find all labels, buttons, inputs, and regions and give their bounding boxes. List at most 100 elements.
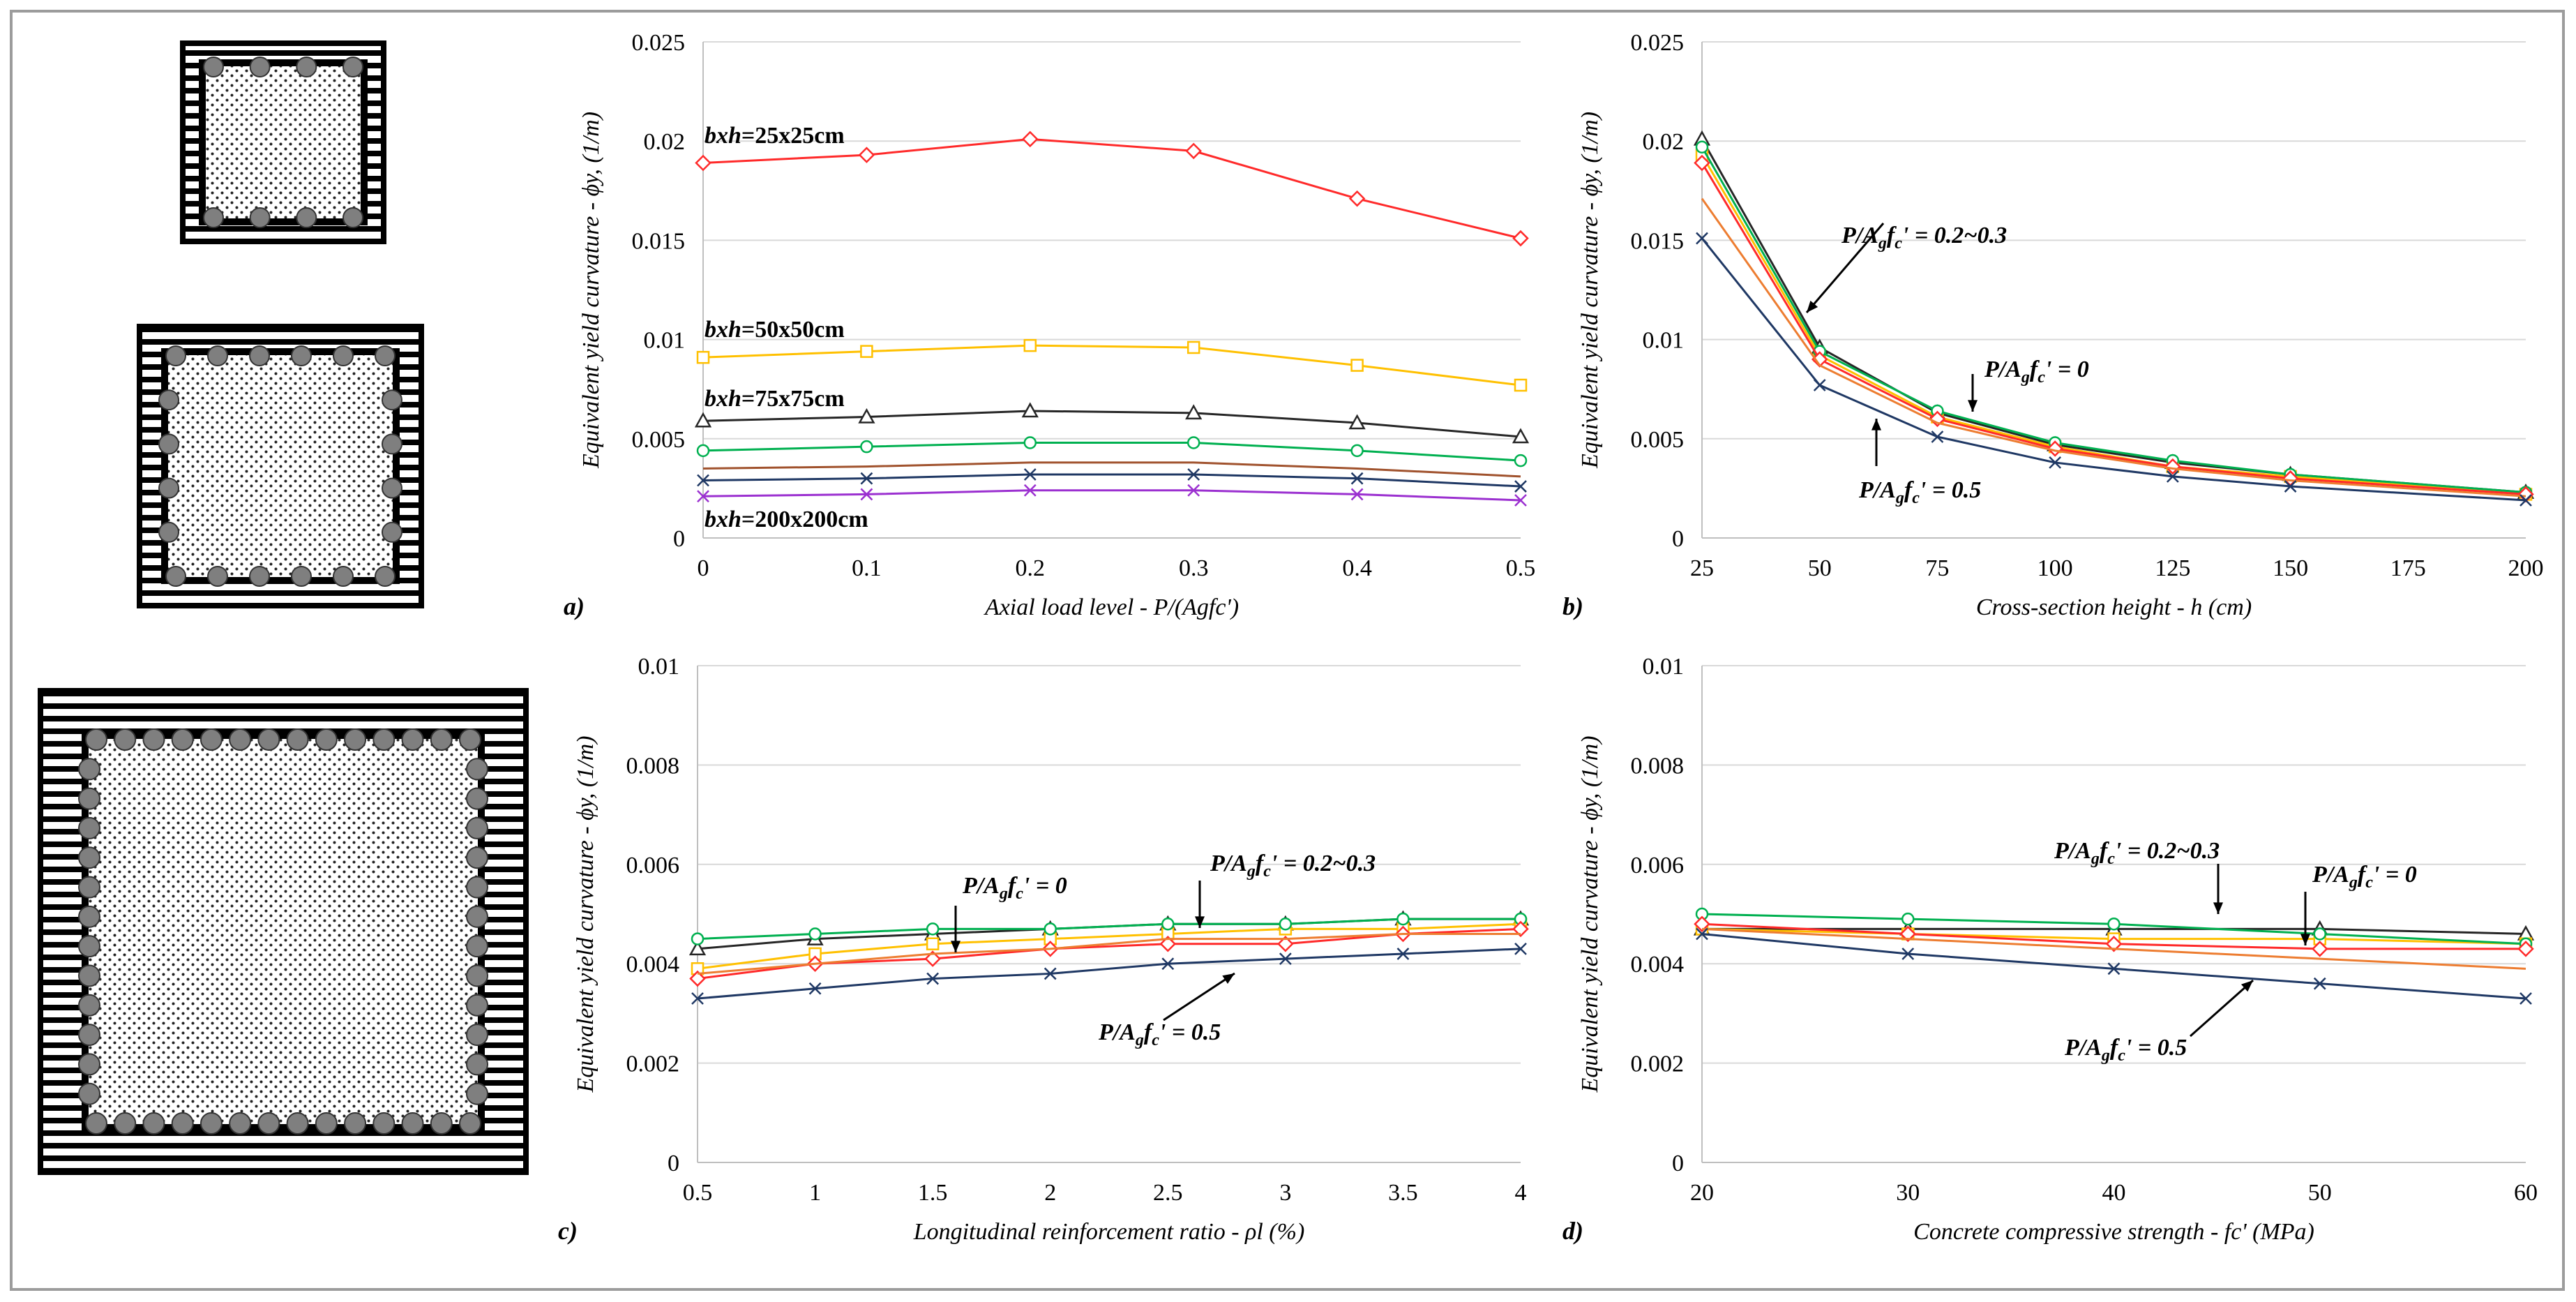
y-axis-label: Equivalent yield curvature - ϕy, (1/m) xyxy=(1577,112,1603,469)
data-point xyxy=(1695,140,1709,154)
panel-label: b) xyxy=(1562,592,1583,620)
data-point xyxy=(2107,917,2121,931)
data-point xyxy=(1813,379,1826,391)
rebar-right xyxy=(466,905,488,928)
data-point xyxy=(1185,404,1203,420)
rebar-right xyxy=(382,521,402,543)
rebar-left xyxy=(158,389,179,411)
series-line xyxy=(702,410,1521,438)
data-point xyxy=(1161,957,1175,971)
x-tick-label: 0.5 xyxy=(683,1180,713,1206)
x-tick-label: 20 xyxy=(1690,1180,1714,1206)
annotation-label: P/Agfc' = 0 xyxy=(962,873,1067,903)
rebar-top xyxy=(430,728,453,751)
x-tick-label: 2.5 xyxy=(1153,1180,1183,1206)
rebar-left xyxy=(78,905,100,928)
rebar-top xyxy=(291,345,312,366)
arrow-head xyxy=(2240,980,2253,992)
panel-label: d) xyxy=(1562,1217,1583,1245)
rebar-top xyxy=(199,728,223,751)
data-point xyxy=(1696,232,1708,245)
data-point xyxy=(1023,436,1037,449)
rebar-bottom xyxy=(291,566,312,587)
series-line xyxy=(1701,197,2526,497)
series xyxy=(697,468,1527,493)
series xyxy=(1696,927,2532,1005)
data-point xyxy=(924,950,941,967)
x-tick-label: 50 xyxy=(1808,555,1832,581)
annotation-label: bxh=50x50cm xyxy=(705,317,845,343)
data-point xyxy=(1696,927,1708,941)
rebar-top xyxy=(372,728,396,751)
y-tick-label: 0.004 xyxy=(626,952,680,978)
data-point xyxy=(2164,458,2181,475)
series xyxy=(696,436,1528,467)
rebar-bottom xyxy=(333,566,354,587)
data-point xyxy=(1044,967,1057,980)
y-tick-label: 0.015 xyxy=(1631,228,1685,254)
data-point xyxy=(2517,941,2534,957)
y-tick-label: 0.015 xyxy=(632,228,686,254)
series xyxy=(691,942,1527,1005)
annotation-arrow xyxy=(1805,223,1885,313)
series xyxy=(691,912,1528,945)
arrow-head xyxy=(1871,419,1882,431)
x-tick-label: 60 xyxy=(2514,1180,2538,1206)
data-point xyxy=(1396,948,1410,960)
x-tick-label: 0 xyxy=(698,555,709,581)
data-point xyxy=(1350,488,1364,501)
y-tick-label: 0.01 xyxy=(1643,328,1685,354)
data-point xyxy=(1929,410,1946,428)
data-point xyxy=(1187,468,1200,481)
x-tick-label: 75 xyxy=(1925,555,1949,581)
rebar-top xyxy=(257,728,280,751)
rebar-left xyxy=(78,1024,100,1047)
chart-c: 0 0.002 0.004 0.006 0.008 0.01 0.5 1 1.5 2 2.5 3 3.5… xyxy=(558,654,1530,1245)
annotation-label: P/Agfc' = 0.2~0.3 xyxy=(1841,223,2007,253)
data-point xyxy=(695,154,711,172)
data-point xyxy=(1899,925,1917,943)
annotation-label: P/Agfc' = 0.5 xyxy=(1098,1019,1221,1049)
data-point xyxy=(860,488,873,501)
x-tick-label: 4 xyxy=(1515,1180,1527,1206)
rebar-right xyxy=(466,758,488,781)
rebar-right xyxy=(466,816,488,839)
data-point xyxy=(1396,912,1410,926)
series xyxy=(696,338,1528,392)
series xyxy=(1695,148,2533,501)
rebar-top xyxy=(229,728,252,751)
rebar-bottom xyxy=(372,1112,396,1135)
data-point xyxy=(2313,977,2326,990)
x-tick-label: 3.5 xyxy=(1388,1180,1418,1206)
chart-d: 0 0.002 0.004 0.006 0.008 0.01 20 30 40 50 60 Equiv… xyxy=(1562,654,2538,1245)
rebar-bottom xyxy=(401,1112,424,1135)
data-point xyxy=(1514,454,1528,467)
panel-label: c) xyxy=(558,1217,578,1245)
series-line xyxy=(697,922,1521,970)
rebar-left xyxy=(78,758,100,781)
x-tick-label: 50 xyxy=(2308,1180,2332,1206)
rebar-right xyxy=(466,787,488,810)
series xyxy=(697,484,1527,507)
series-line xyxy=(697,948,1521,1000)
rebar-right xyxy=(466,935,488,958)
data-point xyxy=(2105,935,2123,952)
x-tick-label: 0.1 xyxy=(852,555,882,581)
data-point xyxy=(2519,494,2532,507)
arrow-head xyxy=(1807,300,1818,313)
panel-label: a) xyxy=(564,592,585,620)
annotation-label: P/Agfc' = 0 xyxy=(2312,862,2417,892)
data-point xyxy=(1512,428,1530,444)
data-point xyxy=(1514,378,1528,392)
rebar-top xyxy=(249,345,270,366)
rebar-right xyxy=(466,964,488,987)
rebar-bottom xyxy=(229,1112,252,1135)
annotation-label: P/Agfc' = 0 xyxy=(1984,357,2089,387)
series-line xyxy=(1701,154,2526,495)
y-tick-label: 0.004 xyxy=(1631,952,1685,978)
x-axis-label: Longitudinal reinforcement ratio - ρl (%… xyxy=(913,1219,1305,1245)
y-tick-label: 0.006 xyxy=(626,853,680,878)
x-axis-label: Cross-section height - h (cm) xyxy=(1976,594,2252,620)
rebar-right xyxy=(466,846,488,869)
